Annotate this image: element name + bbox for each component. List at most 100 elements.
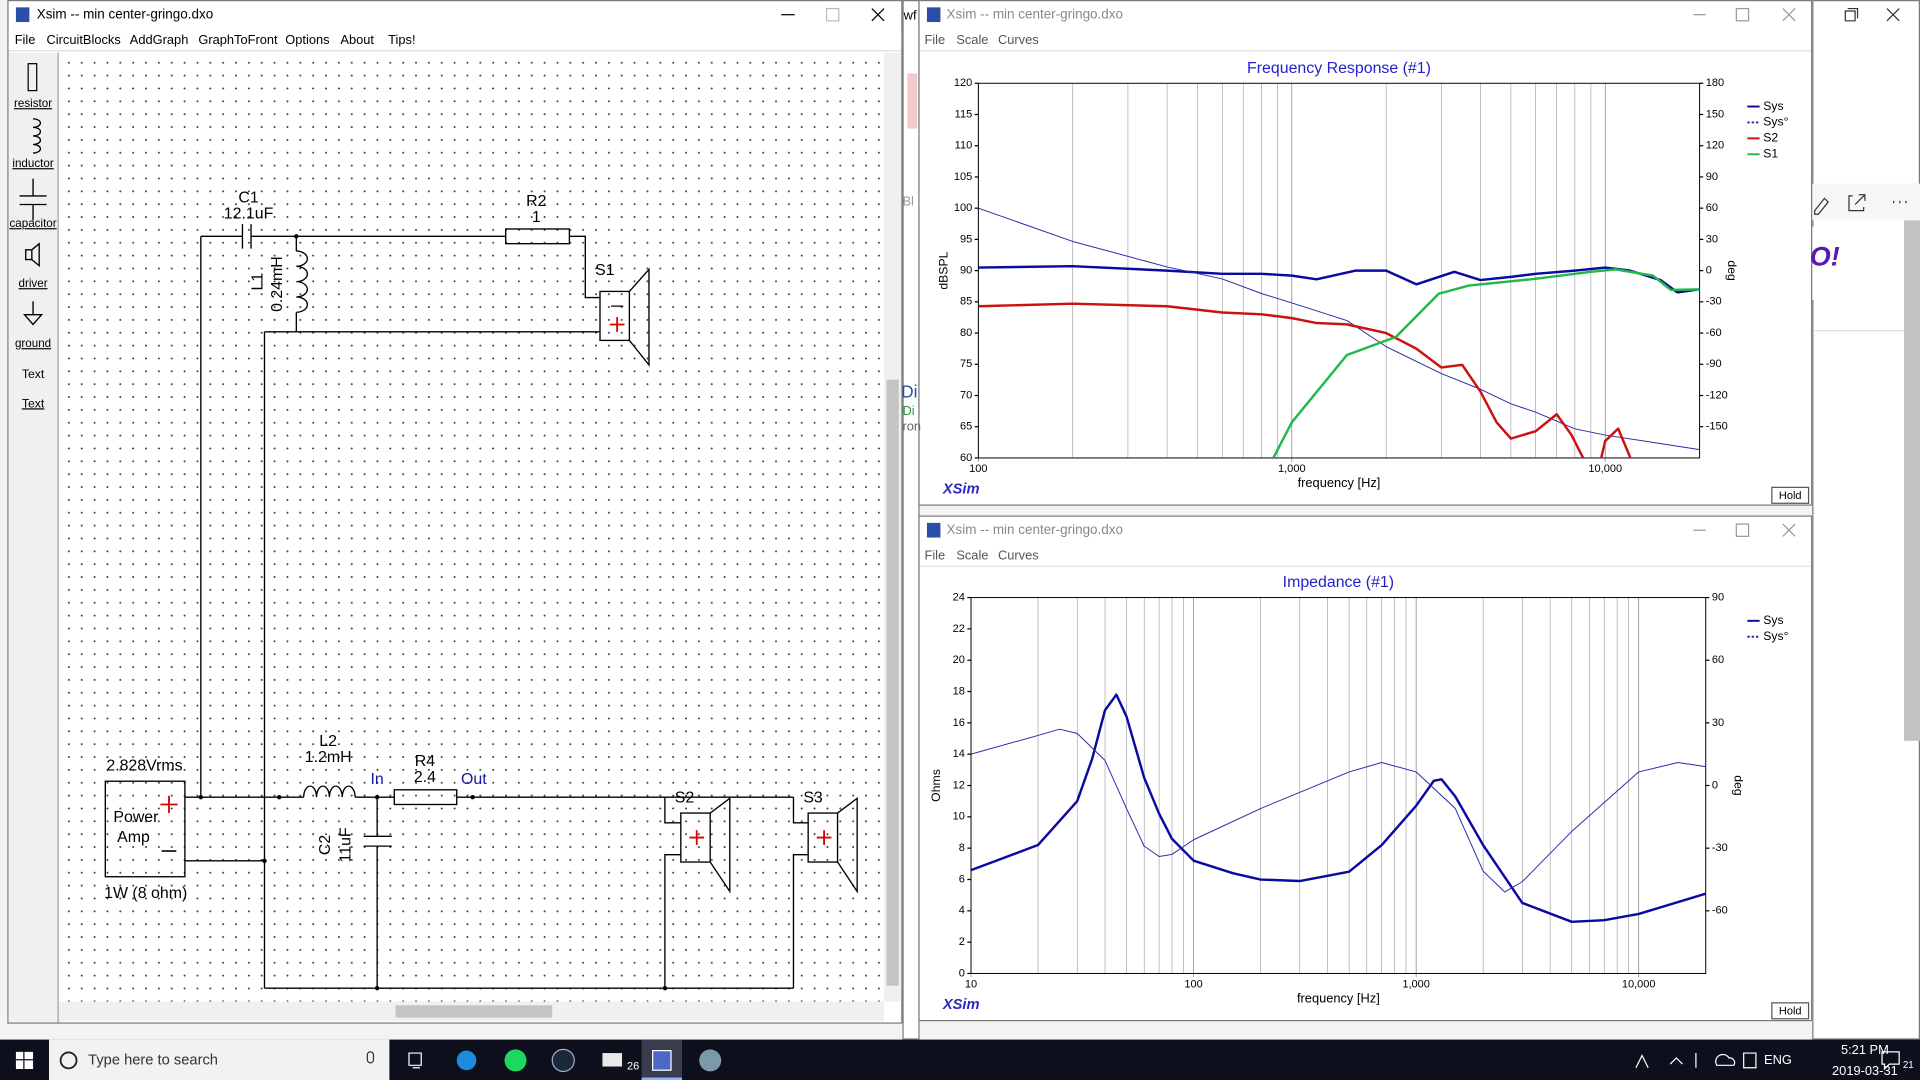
mail-icon[interactable] [602,1053,623,1067]
graph-title: Impedance (#1) [1283,574,1394,591]
menu-item[interactable]: Curves [998,547,1039,562]
tray-icons[interactable] [1635,1052,1757,1069]
junction [198,794,204,800]
menu-item[interactable]: CircuitBlocks [47,32,121,47]
menu-bar [919,29,1812,52]
y2-tick-label: 150 [1706,108,1724,120]
label: S3 [803,790,823,807]
background-edge [1812,226,1815,300]
inductor-icon[interactable] [33,118,42,154]
search-placeholder[interactable]: Type here to search [88,1052,218,1068]
y2-tick-label: 30 [1706,233,1718,245]
menu-item[interactable]: About [340,32,374,47]
plot-border [970,597,1707,974]
window-title: Xsim -- min center-gringo.dxo [947,6,1123,21]
driver-s2-cone [709,797,731,894]
plus-sign [689,830,705,845]
menu-item[interactable]: File [15,32,36,47]
y2-tick-label: 180 [1706,77,1724,89]
y-tick-label: 16 [953,717,965,729]
menu-item[interactable]: Options [285,32,329,47]
tool-label[interactable]: Text [22,396,45,410]
share-icon[interactable] [1848,194,1866,212]
scroll-thumb[interactable] [395,1005,553,1018]
y-tick-label: 10 [953,811,965,823]
language[interactable]: ENG [1764,1052,1792,1067]
menu-item[interactable]: Curves [998,32,1039,47]
steam-icon[interactable] [551,1048,575,1073]
restore-button[interactable] [1844,7,1859,22]
menu-item[interactable]: Tips! [388,32,415,47]
y-tick-label: 20 [953,654,965,666]
tool-label[interactable]: capacitor [9,217,56,230]
edge-icon[interactable] [456,1050,477,1071]
y-tick-label: 75 [960,358,972,370]
fragment-stripes [907,73,918,129]
plus-sign [816,830,832,845]
hold-button[interactable] [1771,1002,1810,1020]
menu-item[interactable]: Scale [956,547,988,562]
y-tick-label: 12 [953,779,965,791]
y2-tick-label: -60 [1712,905,1728,917]
hold-button[interactable] [1771,486,1810,504]
y-axis-label: Ohms [929,769,943,802]
x-tick-label: 1,000 [1402,978,1430,990]
notification-icon[interactable] [1881,1051,1900,1071]
tool-label[interactable]: ground [15,337,51,350]
search-icon[interactable] [59,1051,78,1070]
app-icon[interactable] [699,1049,722,1072]
ground-icon[interactable] [23,301,44,326]
scroll-thumb[interactable] [886,379,899,986]
task-view[interactable] [408,1052,422,1069]
label: 2.828Vrms [106,758,182,775]
fragment: wf [903,7,917,22]
start-button[interactable] [15,1051,34,1069]
close-button[interactable] [1782,523,1796,537]
xsim-icon[interactable] [652,1050,672,1071]
tool-label[interactable]: Text [22,367,45,381]
mic-icon[interactable] [366,1051,375,1064]
y-tick-label: 95 [960,233,972,245]
tool-label[interactable]: resistor [14,97,52,110]
menu-item[interactable]: Scale [956,32,988,47]
search-box[interactable] [48,1039,390,1080]
series-line [1272,268,1700,458]
schematic-canvas[interactable] [58,52,885,1002]
tool-label[interactable]: inductor [12,157,53,170]
close-button[interactable] [1782,8,1796,22]
junction [662,985,668,991]
spotify-icon[interactable] [504,1049,527,1072]
fragment: Bl [902,193,913,208]
maximize-button[interactable] [1735,523,1750,537]
menu-item[interactable]: File [924,32,945,47]
y-tick-label: 115 [955,108,973,120]
clock-time[interactable]: 5:21 PM [1841,1042,1889,1057]
menu-item[interactable]: AddGraph [130,32,189,47]
maximize-button[interactable] [1735,7,1750,22]
x-tick-label: 10,000 [1622,978,1656,990]
legend-label: S1 [1763,147,1778,161]
series-line [978,302,1632,458]
hold-label[interactable]: Hold [1779,1005,1802,1017]
legend-label: Sys [1763,613,1783,627]
menu-item[interactable]: File [924,547,945,562]
close-button[interactable] [1886,8,1900,22]
capacitor-icon[interactable] [19,178,47,221]
clock-date[interactable]: 2019-03-31 [1832,1063,1898,1078]
close-button[interactable] [871,8,885,22]
y2-tick-label: 90 [1712,591,1724,603]
maximize-button[interactable] [825,7,840,22]
series-line [978,264,1700,294]
driver-icon[interactable] [25,242,40,268]
notification-count: 21 [1903,1060,1914,1071]
y-tick-label: 60 [960,452,972,464]
resistor-icon[interactable] [27,63,38,92]
menu-item[interactable]: GraphToFront [198,32,278,47]
y2-tick-label: 30 [1712,717,1724,729]
pen-icon[interactable] [1814,197,1829,215]
x-tick-label: 100 [969,463,987,475]
graph-title: Frequency Response (#1) [1247,60,1431,77]
hold-label[interactable]: Hold [1779,490,1802,502]
tool-label[interactable]: driver [19,277,48,290]
